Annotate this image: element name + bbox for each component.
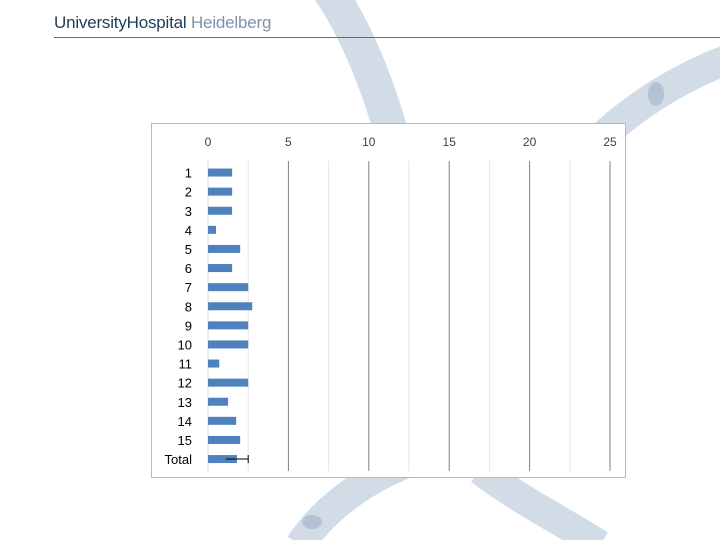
category-label: 13 xyxy=(178,395,192,410)
x-tick-label: 10 xyxy=(362,135,376,149)
bars xyxy=(208,168,253,464)
bar xyxy=(208,244,241,253)
bar xyxy=(208,359,220,368)
category-label: 12 xyxy=(178,376,192,391)
bar xyxy=(208,187,233,196)
category-label: 14 xyxy=(178,414,192,429)
bar xyxy=(208,168,233,177)
bar xyxy=(208,321,249,330)
header-divider xyxy=(54,37,720,38)
category-label: 3 xyxy=(185,204,192,219)
category-label: 10 xyxy=(178,337,192,352)
brand-name-primary: UniversityHospital xyxy=(54,13,187,32)
category-label: 8 xyxy=(185,299,192,314)
bar xyxy=(208,225,217,234)
category-label: 9 xyxy=(185,318,192,333)
x-axis-ticks: 0 5 10 15 20 25 xyxy=(205,135,617,149)
category-label: 2 xyxy=(185,185,192,200)
brand-logo: UniversityHospital Heidelberg xyxy=(54,13,271,33)
chart-panel: 0 5 10 15 20 25 1 2 3 4 5 6 7 8 9 10 11 12 13 14 15 Total xyxy=(151,123,626,478)
brand-name-secondary: Heidelberg xyxy=(190,13,272,32)
x-tick-label: 25 xyxy=(603,135,617,149)
x-tick-label: 0 xyxy=(205,135,212,149)
bar xyxy=(208,264,233,273)
category-label: 7 xyxy=(185,280,192,295)
x-tick-label: 20 xyxy=(523,135,537,149)
bar xyxy=(208,206,233,215)
error-bar xyxy=(225,455,249,464)
bar xyxy=(208,397,229,406)
decor-accent-2 xyxy=(302,515,322,529)
category-label: Total xyxy=(165,452,193,467)
bar xyxy=(208,302,253,311)
grid-lines xyxy=(207,161,611,471)
bar xyxy=(208,455,237,464)
bar xyxy=(208,435,241,444)
decor-accent-1 xyxy=(648,82,664,106)
x-tick-label: 15 xyxy=(443,135,457,149)
bar xyxy=(208,416,237,425)
decor-arc-bottom-right xyxy=(471,457,608,540)
category-label: 6 xyxy=(185,261,192,276)
bar xyxy=(208,283,249,292)
category-label: 5 xyxy=(185,242,192,257)
bar xyxy=(208,378,249,387)
category-label: 4 xyxy=(185,223,192,238)
category-label: 11 xyxy=(179,357,193,372)
category-label: 1 xyxy=(185,166,192,181)
bar xyxy=(208,340,249,349)
x-tick-label: 5 xyxy=(285,135,292,149)
category-label: 15 xyxy=(178,433,192,448)
